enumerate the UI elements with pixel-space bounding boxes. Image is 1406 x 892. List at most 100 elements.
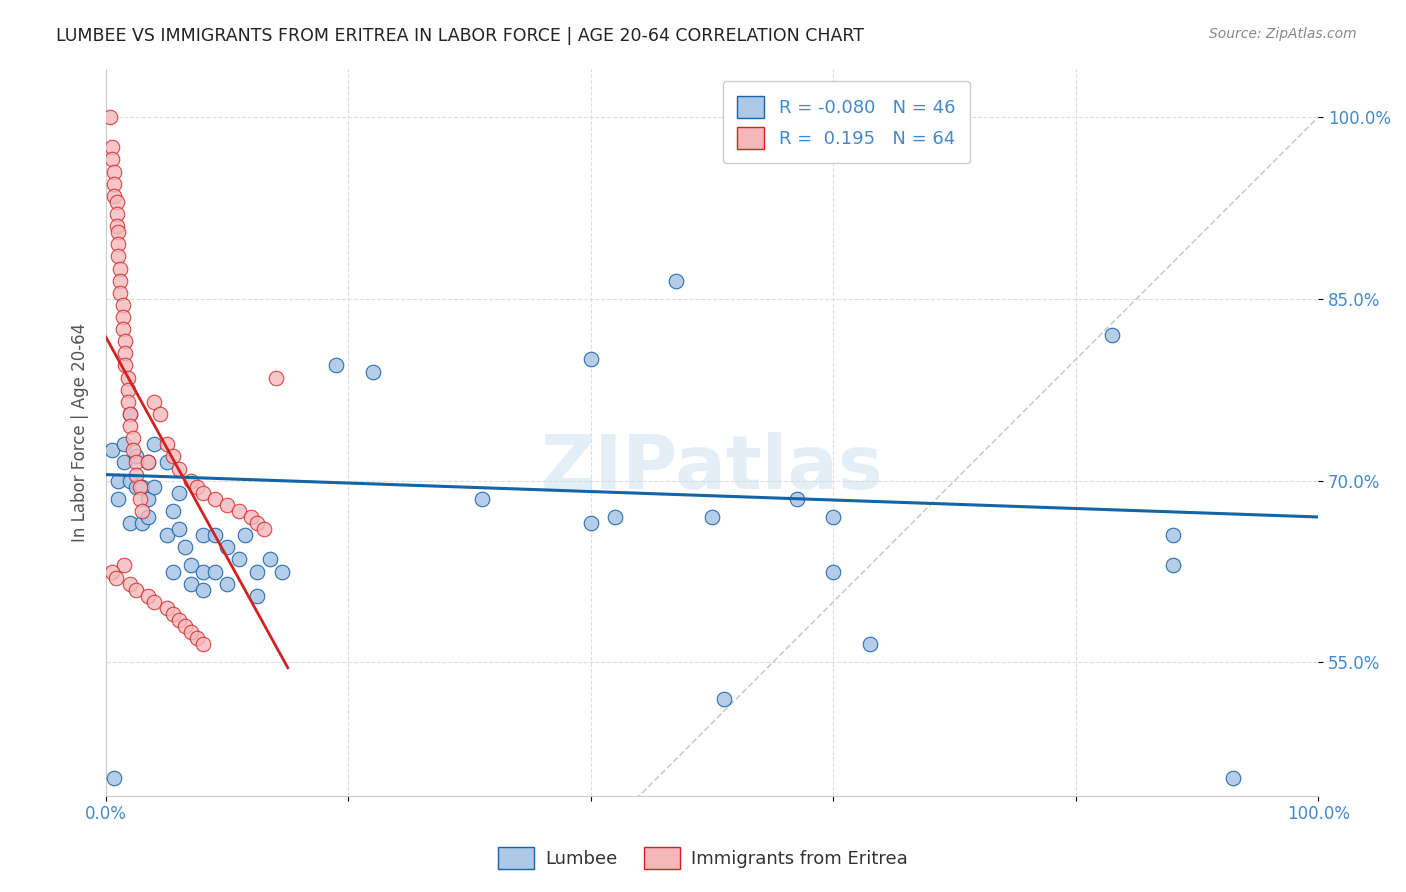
Point [125, 450, 148, 464]
Point [713, 691, 735, 706]
Point [101, 153, 124, 167]
Point [228, 552, 250, 566]
Point [246, 589, 269, 603]
Point [700, 510, 723, 524]
Point [167, 485, 190, 500]
Legend: Lumbee, Immigrants from Eritrea: Lumbee, Immigrants from Eritrea [491, 839, 915, 876]
Y-axis label: In Labor Force | Age 20-64: In Labor Force | Age 20-64 [72, 323, 89, 541]
Point [155, 455, 177, 469]
Point [101, 140, 124, 154]
Point [138, 510, 160, 524]
Point [107, 225, 129, 239]
Point [361, 365, 384, 379]
Point [180, 558, 202, 573]
Point [252, 522, 274, 536]
Point [191, 485, 214, 500]
Point [471, 491, 494, 506]
Point [105, 194, 128, 209]
Point [786, 491, 808, 506]
Point [191, 565, 214, 579]
Point [120, 516, 142, 530]
Point [246, 516, 269, 530]
Point [121, 443, 143, 458]
Point [162, 450, 184, 464]
Point [110, 261, 132, 276]
Point [143, 394, 166, 409]
Point [128, 491, 150, 506]
Point [117, 394, 139, 409]
Point [143, 437, 166, 451]
Point [259, 552, 281, 566]
Point [240, 510, 263, 524]
Point [103, 164, 125, 178]
Point [121, 431, 143, 445]
Point [155, 600, 177, 615]
Point [138, 455, 160, 469]
Point [180, 474, 202, 488]
Point [325, 359, 347, 373]
Point [173, 619, 195, 633]
Point [180, 576, 202, 591]
Point [125, 455, 148, 469]
Point [246, 565, 269, 579]
Point [131, 516, 153, 530]
Point [125, 480, 148, 494]
Point [112, 558, 135, 573]
Point [823, 510, 845, 524]
Point [120, 419, 142, 434]
Point [120, 576, 142, 591]
Point [111, 298, 134, 312]
Point [173, 541, 195, 555]
Text: LUMBEE VS IMMIGRANTS FROM ERITREA IN LABOR FORCE | AGE 20-64 CORRELATION CHART: LUMBEE VS IMMIGRANTS FROM ERITREA IN LAB… [56, 27, 865, 45]
Point [579, 352, 602, 367]
Point [117, 383, 139, 397]
Point [191, 637, 214, 651]
Point [155, 437, 177, 451]
Point [110, 285, 132, 300]
Point [101, 565, 124, 579]
Text: Source: ZipAtlas.com: Source: ZipAtlas.com [1209, 27, 1357, 41]
Point [665, 274, 688, 288]
Point [104, 571, 127, 585]
Point [579, 516, 602, 530]
Point [131, 480, 153, 494]
Point [191, 528, 214, 542]
Point [103, 188, 125, 202]
Point [105, 219, 128, 233]
Point [112, 437, 135, 451]
Point [823, 565, 845, 579]
Point [264, 370, 287, 384]
Point [143, 595, 166, 609]
Point [1101, 328, 1123, 343]
Point [204, 491, 226, 506]
Point [138, 589, 160, 603]
Point [107, 237, 129, 252]
Point [125, 467, 148, 482]
Point [111, 322, 134, 336]
Point [167, 613, 190, 627]
Point [112, 455, 135, 469]
Point [131, 504, 153, 518]
Point [120, 407, 142, 421]
Point [125, 582, 148, 597]
Point [111, 310, 134, 324]
Point [101, 443, 124, 458]
Point [603, 510, 626, 524]
Point [162, 607, 184, 621]
Point [1222, 771, 1244, 785]
Point [110, 274, 132, 288]
Point [128, 480, 150, 494]
Point [1161, 558, 1184, 573]
Point [98, 110, 121, 124]
Point [107, 491, 129, 506]
Point [138, 491, 160, 506]
Point [217, 541, 239, 555]
Point [217, 498, 239, 512]
Point [103, 177, 125, 191]
Legend: R = -0.080   N = 46, R =  0.195   N = 64: R = -0.080 N = 46, R = 0.195 N = 64 [723, 81, 970, 163]
Point [107, 474, 129, 488]
Point [103, 771, 125, 785]
Point [167, 461, 190, 475]
Point [117, 370, 139, 384]
Point [270, 565, 292, 579]
